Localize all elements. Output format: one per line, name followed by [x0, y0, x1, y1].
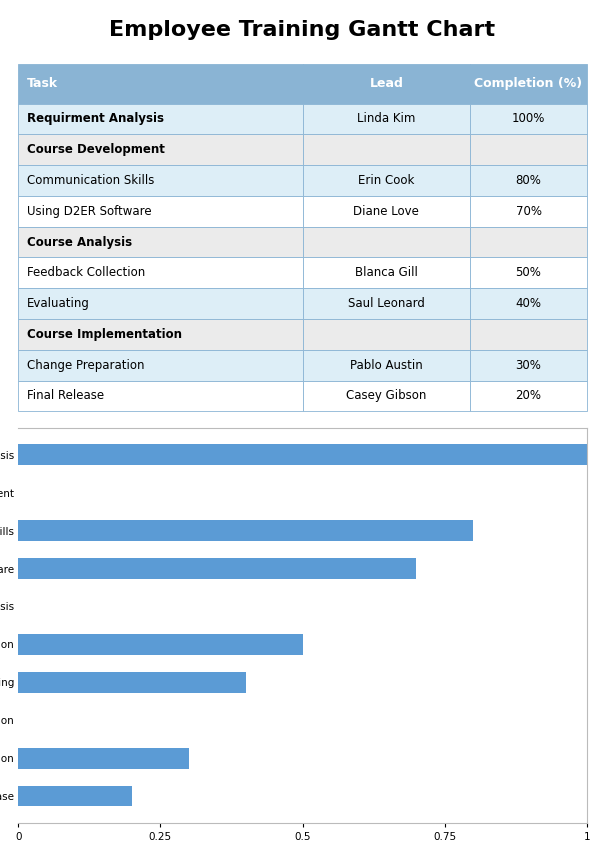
Text: Diane Love: Diane Love: [353, 204, 419, 218]
Text: Task: Task: [27, 77, 58, 90]
Bar: [302, 288, 470, 319]
Text: Communication Skills: Communication Skills: [27, 174, 154, 187]
Bar: [470, 319, 587, 349]
Bar: [302, 103, 470, 134]
Text: Blanca Gill: Blanca Gill: [355, 266, 418, 279]
Text: Course Implementation: Course Implementation: [27, 328, 182, 341]
Text: Course Development: Course Development: [27, 143, 165, 156]
Bar: [470, 165, 587, 196]
Bar: [18, 165, 302, 196]
Bar: [302, 165, 470, 196]
Bar: [302, 196, 470, 226]
Text: Feedback Collection: Feedback Collection: [27, 266, 145, 279]
Bar: [470, 196, 587, 226]
Text: 70%: 70%: [515, 204, 541, 218]
Bar: [470, 134, 587, 165]
Bar: [302, 226, 470, 258]
Bar: [470, 381, 587, 411]
Text: 30%: 30%: [515, 359, 541, 371]
Bar: [18, 748, 189, 768]
Text: Erin Cook: Erin Cook: [358, 174, 414, 187]
Text: Final Release: Final Release: [27, 389, 104, 403]
Bar: [302, 319, 470, 349]
Bar: [302, 381, 470, 411]
Bar: [18, 558, 416, 579]
Text: Lead: Lead: [370, 77, 404, 90]
Bar: [18, 444, 587, 466]
Bar: [18, 634, 302, 655]
Bar: [18, 785, 132, 806]
Bar: [302, 134, 470, 165]
Text: Change Preparation: Change Preparation: [27, 359, 144, 371]
Bar: [470, 226, 587, 258]
Text: 50%: 50%: [515, 266, 541, 279]
Text: Using D2ER Software: Using D2ER Software: [27, 204, 151, 218]
Bar: [302, 64, 470, 103]
Text: 100%: 100%: [512, 113, 545, 126]
Text: Course Analysis: Course Analysis: [27, 236, 132, 248]
Bar: [18, 103, 302, 134]
Text: Casey Gibson: Casey Gibson: [346, 389, 427, 403]
Bar: [302, 349, 470, 381]
Text: Pablo Austin: Pablo Austin: [350, 359, 423, 371]
Bar: [470, 64, 587, 103]
Text: Requirment Analysis: Requirment Analysis: [27, 113, 164, 126]
Bar: [18, 64, 302, 103]
Bar: [470, 258, 587, 288]
Bar: [18, 226, 302, 258]
Text: Linda Kim: Linda Kim: [357, 113, 416, 126]
Bar: [470, 103, 587, 134]
Bar: [18, 349, 302, 381]
Text: Completion (%): Completion (%): [474, 77, 583, 90]
Bar: [470, 349, 587, 381]
Bar: [18, 672, 246, 693]
Bar: [18, 258, 302, 288]
Text: Saul Leonard: Saul Leonard: [348, 297, 425, 310]
Bar: [302, 258, 470, 288]
Bar: [470, 288, 587, 319]
Text: Evaluating: Evaluating: [27, 297, 90, 310]
Bar: [18, 381, 302, 411]
Text: Employee Training Gantt Chart: Employee Training Gantt Chart: [110, 20, 495, 40]
Bar: [18, 196, 302, 226]
Bar: [18, 288, 302, 319]
Text: 40%: 40%: [515, 297, 541, 310]
Text: 80%: 80%: [515, 174, 541, 187]
Bar: [18, 134, 302, 165]
Text: 20%: 20%: [515, 389, 541, 403]
Bar: [18, 520, 473, 541]
Bar: [18, 319, 302, 349]
